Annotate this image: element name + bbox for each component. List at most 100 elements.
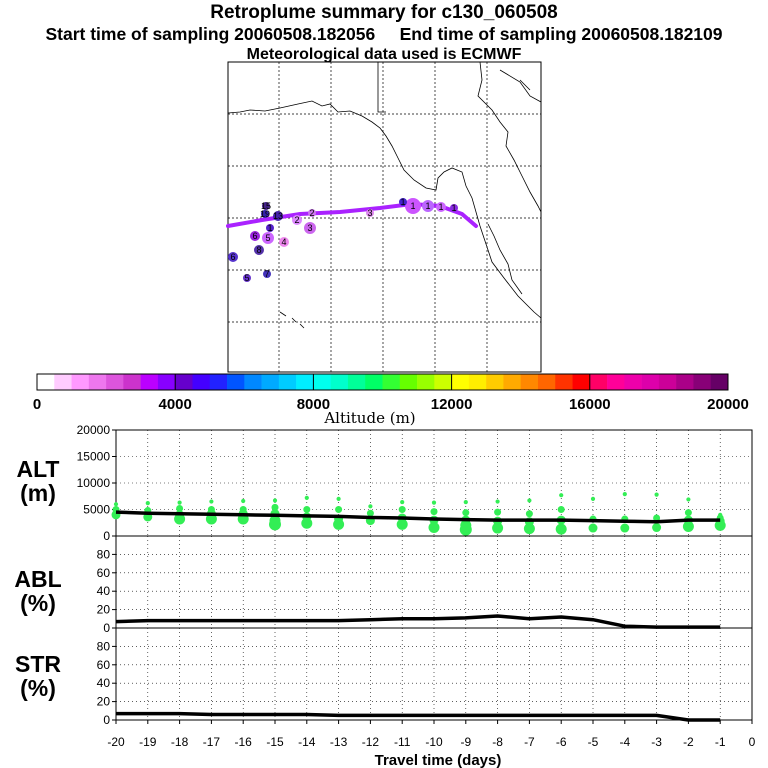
panel-unit-label: (%) [20, 590, 56, 616]
colorbar-segment [434, 374, 452, 390]
colorbar-tick-label: 0 [33, 396, 41, 413]
scatter-point [272, 498, 278, 503]
cluster-label: 3 [307, 223, 312, 233]
series-line [115, 614, 721, 629]
colorbar-segment [347, 374, 366, 390]
cluster-marker [266, 224, 274, 232]
colorbar-tick-label: 12000 [431, 396, 473, 413]
x-tick-label: -20 [107, 735, 125, 749]
y-tick-label: 40 [97, 676, 111, 690]
scatter-point [714, 519, 726, 531]
x-axis-label: Travel time (days) [375, 752, 502, 768]
scatter-point [113, 502, 119, 507]
cluster-label: 1 [425, 201, 430, 211]
y-tick-label: 80 [97, 547, 111, 561]
scatter-point [652, 523, 662, 533]
cluster-label: 6 [230, 252, 235, 262]
cluster-label: 6 [252, 231, 257, 241]
colorbar-segment [658, 374, 677, 390]
scatter-point [303, 506, 311, 513]
colorbar-segment [399, 374, 418, 390]
colorbar-segment [209, 374, 228, 390]
panel-unit-label: (%) [20, 675, 56, 701]
scatter-point [304, 495, 309, 500]
x-tick-label: -8 [492, 735, 503, 749]
x-tick-label: -18 [171, 735, 189, 749]
cluster-label: 4 [281, 237, 286, 247]
x-tick-label: -4 [619, 735, 630, 749]
colorbar-segment [468, 374, 487, 390]
scatter-point [301, 517, 313, 529]
cluster-marker [262, 232, 274, 244]
cluster-marker [279, 237, 289, 247]
colorbar-segment [71, 374, 90, 390]
scatter-point [557, 506, 565, 513]
cluster-label: 1 [400, 197, 405, 207]
cluster-marker [366, 209, 374, 217]
scatter-point [430, 508, 438, 516]
colorbar-segment [261, 374, 280, 390]
cluster-label: 1 [451, 203, 456, 213]
scatter-point [463, 499, 468, 505]
cluster-label: 2 [309, 208, 314, 218]
y-tick-label: 80 [97, 639, 111, 653]
colorbar-segment [589, 374, 608, 390]
cluster-marker [273, 211, 283, 221]
colorbar-tick-label: 20000 [707, 396, 749, 413]
colorbar-segment [140, 374, 159, 390]
x-axis: -20 -19 -18 -17 -16 -15 -14 -13 -12 -11 -10 -9 -8 -7-… [107, 720, 756, 768]
sampling-times: Start time of sampling 20060508.182056 E… [0, 24, 768, 45]
end-time-label: End time of sampling 20060508.182109 [399, 24, 723, 44]
colorbar-segment [486, 374, 504, 390]
scatter-point [333, 518, 345, 530]
scatter-point [368, 504, 373, 509]
cluster-label: 1 [267, 223, 272, 233]
y-tick-label: 10000 [77, 476, 111, 490]
scatter-point [523, 523, 535, 535]
x-tick-label: -17 [203, 735, 221, 749]
scatter-point [459, 523, 472, 536]
cluster-marker [292, 215, 302, 225]
colorbar-segment [296, 374, 314, 390]
scatter-point [400, 499, 405, 505]
panel-alt: 0 5000 10000 15000 20000 ALT(m) [16, 423, 753, 543]
colorbar-segment [382, 374, 401, 390]
colorbar-segment [88, 374, 107, 390]
cluster-marker [436, 202, 446, 212]
scatter-point [620, 523, 630, 533]
colorbar-frame [36, 373, 729, 391]
colorbar-segment [451, 374, 470, 390]
scatter-point [174, 513, 186, 525]
altitude-colorbar: 0 4000 8000 12000 16000 20000 Altitude (m) [33, 373, 749, 427]
scatter-point [559, 493, 564, 498]
panel-abl: 0 20 40 60 80 ABL(%) [14, 535, 753, 635]
colorbar-segment [693, 374, 712, 390]
panel-frame [115, 535, 753, 629]
y-tick-label: 20 [97, 695, 111, 709]
scatter-point [653, 514, 661, 522]
cluster-label: 13 [273, 211, 283, 221]
cluster-label: 7 [264, 269, 269, 279]
x-tick-label: -14 [298, 735, 316, 749]
y-tick-label: 60 [97, 566, 111, 580]
cluster-marker [422, 200, 434, 212]
y-tick-label: 20000 [77, 423, 111, 437]
scatter-point [366, 509, 374, 517]
cluster-marker [261, 210, 269, 218]
colorbar-tick-label: 4000 [159, 396, 192, 413]
x-tick-label: -13 [330, 735, 348, 749]
colorbar-segment [641, 374, 660, 390]
cluster-marker [243, 274, 251, 282]
cluster-label: 8 [256, 245, 261, 255]
x-tick-label: -12 [362, 735, 380, 749]
coastlines [227, 61, 542, 329]
cluster-marker [263, 270, 271, 278]
scatter-point [336, 496, 341, 501]
start-time-label: Start time of sampling 20060508.182056 [45, 24, 376, 44]
scatter-point [525, 510, 533, 518]
panel-frame [115, 627, 753, 721]
colorbar-segment [537, 374, 556, 390]
colorbar-segment [624, 374, 642, 390]
colorbar-segment [227, 374, 245, 390]
